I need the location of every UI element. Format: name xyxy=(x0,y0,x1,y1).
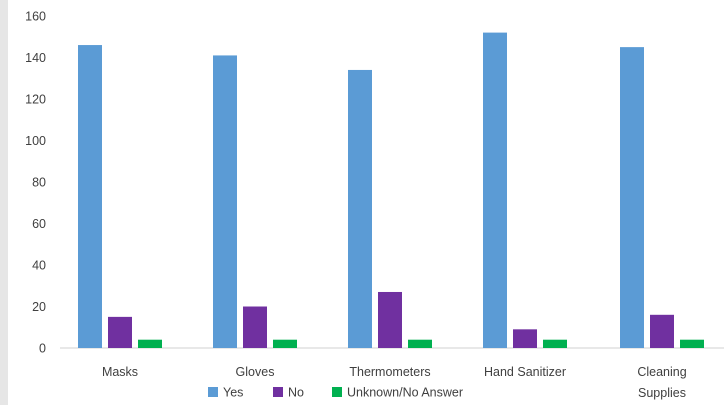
y-tick-label: 100 xyxy=(25,134,46,148)
bar-no-masks xyxy=(108,316,132,348)
plot-area xyxy=(78,32,704,349)
x-tick-label-line: Hand Sanitizer xyxy=(484,365,566,379)
x-tick-label: Gloves xyxy=(236,365,275,379)
y-tick-label: 20 xyxy=(32,300,46,314)
y-tick-label: 40 xyxy=(32,259,46,273)
bar-no-thermometers xyxy=(378,291,402,348)
y-tick-label: 60 xyxy=(32,217,46,231)
y-tick-label: 140 xyxy=(25,51,46,65)
bar-unknown-no-answer-cleaning-supplies xyxy=(680,339,704,348)
x-tick-label: Thermometers xyxy=(349,365,430,379)
legend-label: Yes xyxy=(223,386,243,400)
bar-unknown-no-answer-masks xyxy=(138,339,162,348)
bar-yes-gloves xyxy=(213,55,237,349)
y-tick-label: 0 xyxy=(39,342,46,356)
x-tick-label: Masks xyxy=(102,365,138,379)
bar-yes-masks xyxy=(78,45,102,349)
legend-swatch-yes xyxy=(208,387,218,397)
x-axis: Masks Gloves Thermometers Hand Sanitizer Cle… xyxy=(102,365,687,400)
x-tick-label-line: Supplies xyxy=(638,386,686,400)
legend-swatch-no xyxy=(273,387,283,397)
y-tick-label: 80 xyxy=(32,176,46,190)
legend-swatch-unknown-no-answer xyxy=(332,387,342,397)
legend-label: Unknown/No Answer xyxy=(347,386,463,400)
x-tick-label: Hand Sanitizer xyxy=(484,365,566,379)
y-tick-label: 120 xyxy=(25,93,46,107)
bar-unknown-no-answer-hand-sanitizer xyxy=(543,339,567,348)
bar-unknown-no-answer-thermometers xyxy=(408,339,432,348)
y-axis: 0 20 40 60 80 100 120 140 160 xyxy=(25,10,46,356)
bar-unknown-no-answer-gloves xyxy=(273,339,297,348)
bar-yes-thermometers xyxy=(348,69,372,348)
bar-no-gloves xyxy=(243,306,267,348)
x-tick-label-line: Gloves xyxy=(236,365,275,379)
bar-no-hand-sanitizer xyxy=(513,329,537,348)
legend: Yes No Unknown/No Answer xyxy=(208,386,463,400)
bar-yes-hand-sanitizer xyxy=(483,32,507,348)
x-tick-label-line: Cleaning xyxy=(637,365,686,379)
x-tick-label-line: Thermometers xyxy=(349,365,430,379)
x-tick-label-line: Masks xyxy=(102,365,138,379)
bar-yes-cleaning-supplies xyxy=(620,47,644,348)
y-tick-label: 160 xyxy=(25,10,46,24)
bar-no-cleaning-supplies xyxy=(650,314,674,348)
legend-label: No xyxy=(288,386,304,400)
x-tick-label: Cleaning Supplies xyxy=(637,365,686,400)
